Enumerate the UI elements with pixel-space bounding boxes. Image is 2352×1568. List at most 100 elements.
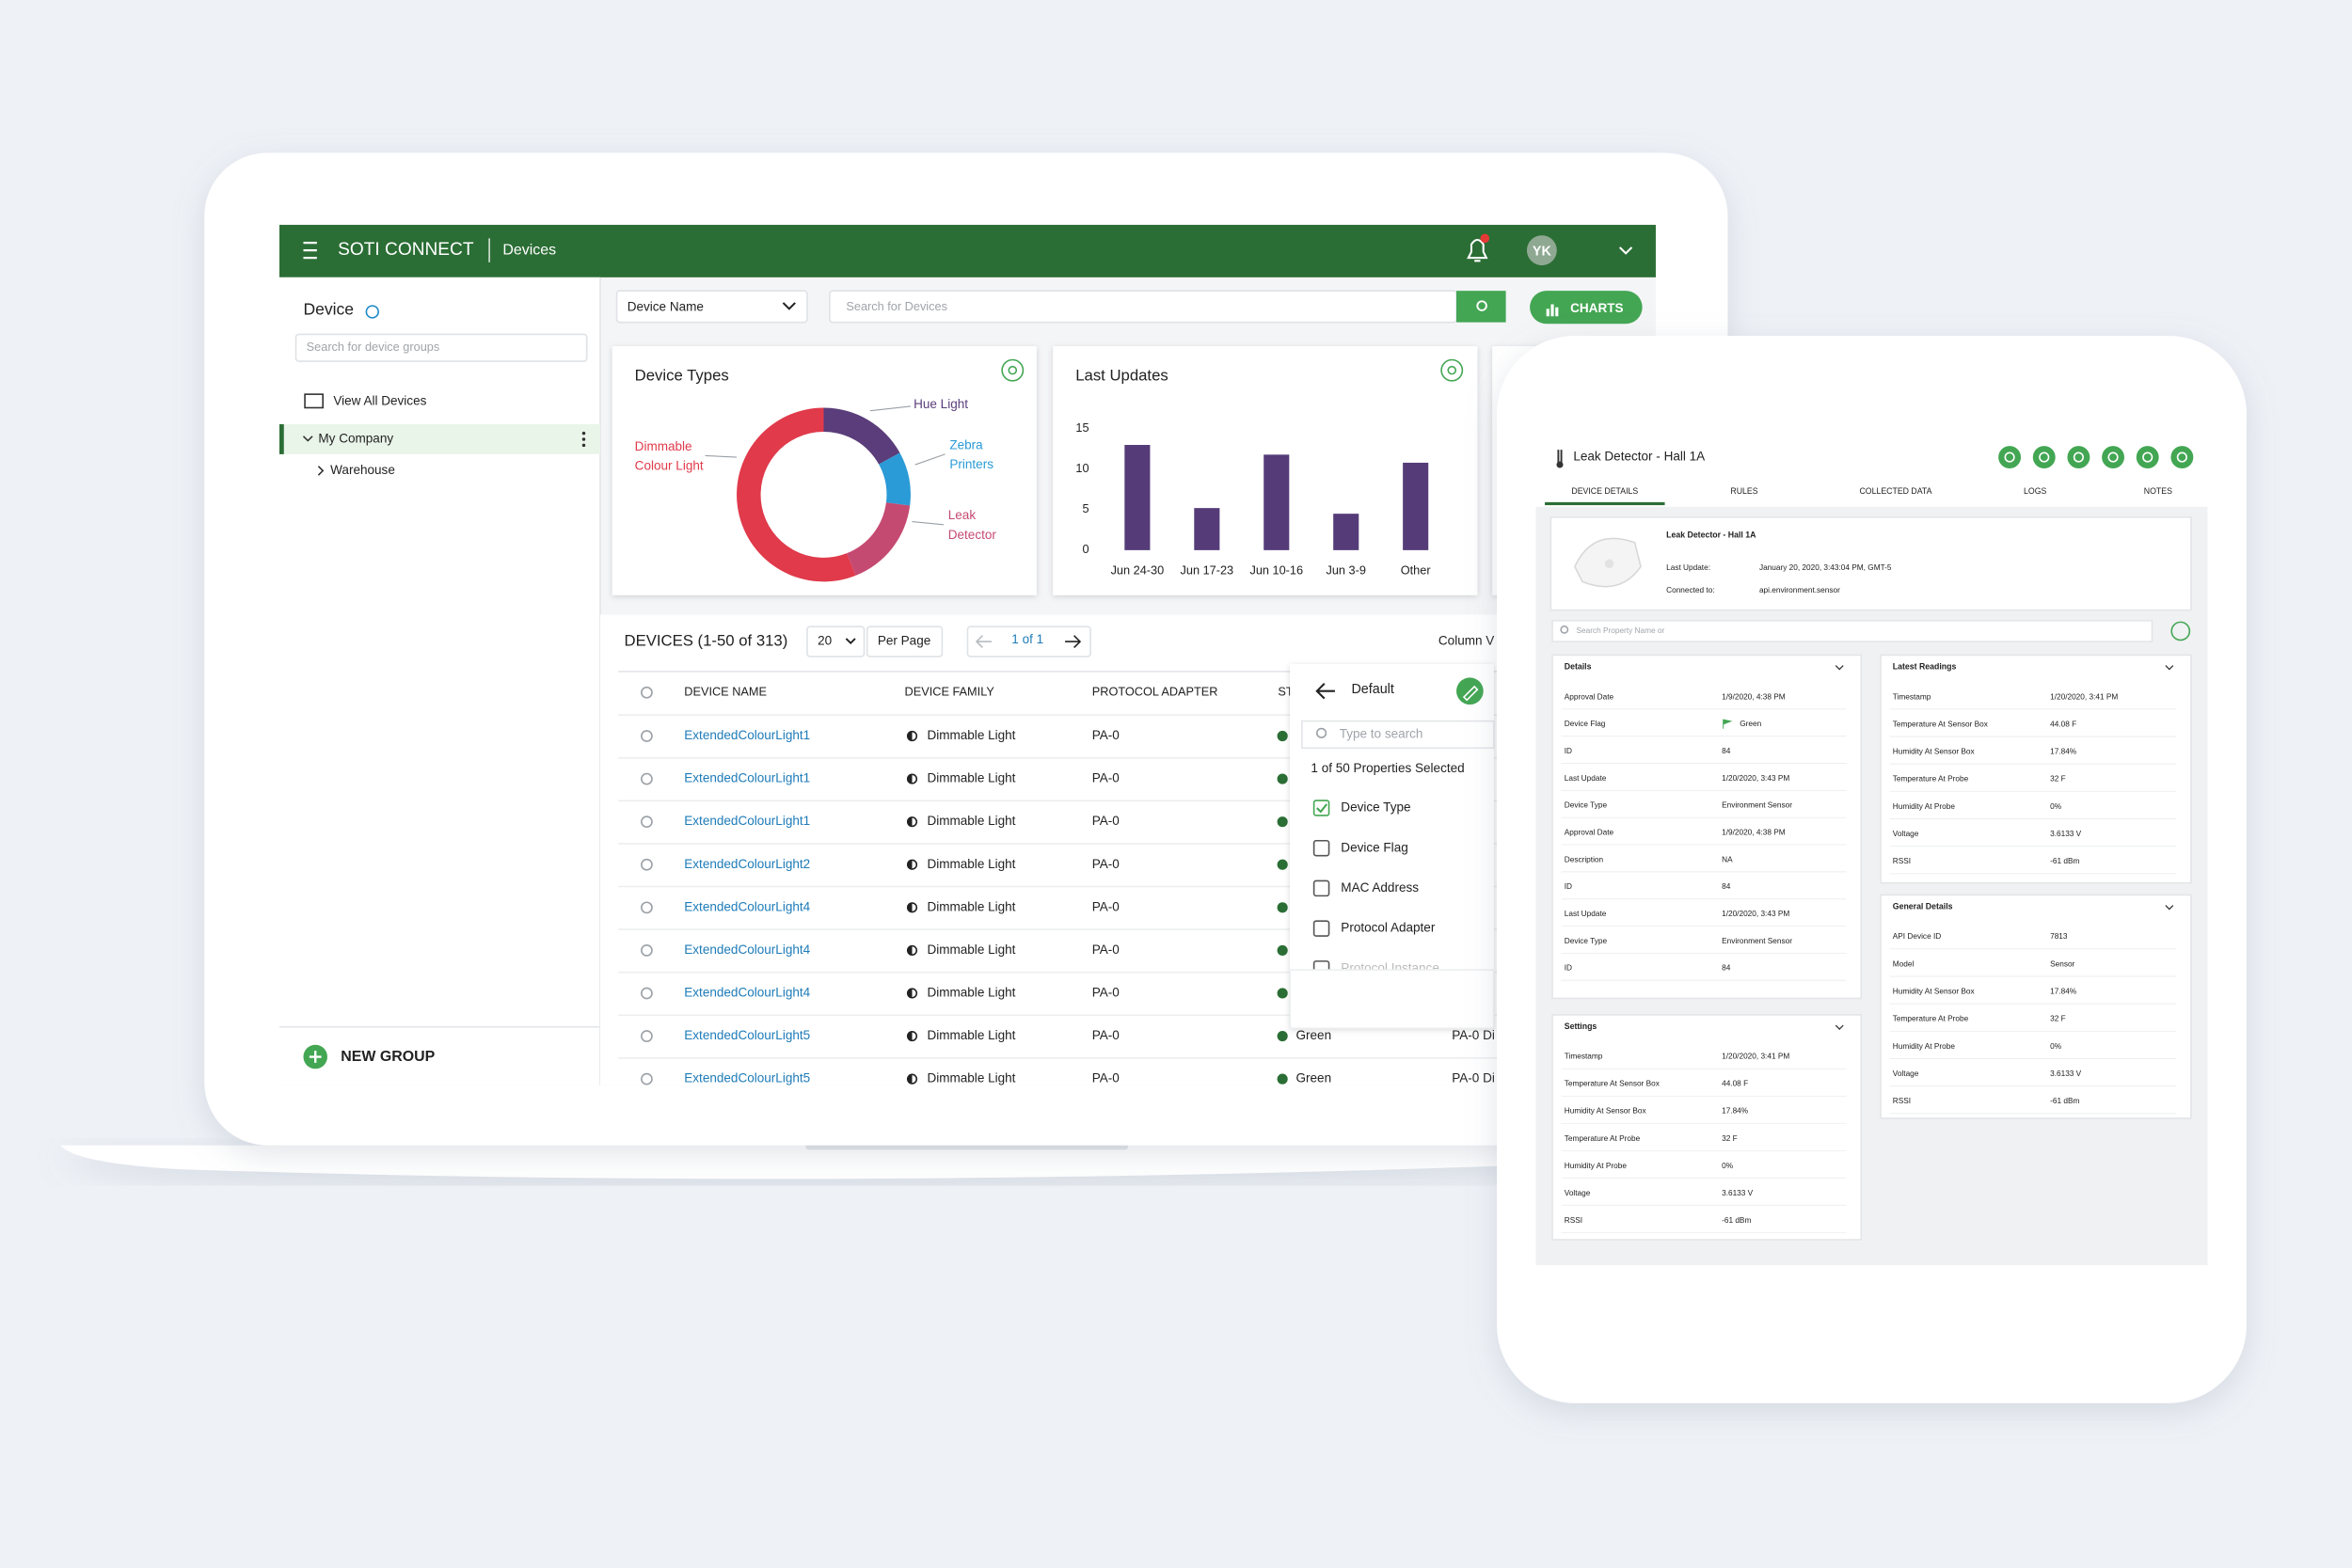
select-all[interactable] <box>641 686 653 699</box>
status-dot <box>1277 944 1288 956</box>
device-link[interactable]: ExtendedColourLight5 <box>684 1028 810 1042</box>
kebab-icon[interactable] <box>581 431 586 436</box>
chevron[interactable] <box>1835 1024 1844 1030</box>
tab[interactable]: NOTES <box>2144 486 2172 496</box>
laptop-base <box>60 1145 1725 1180</box>
checkbox[interactable] <box>1312 879 1330 897</box>
property-value: 17.84% <box>2050 988 2077 996</box>
back-arrow[interactable] <box>1315 682 1335 700</box>
action-button[interactable] <box>2032 446 2056 469</box>
column-view: Column V <box>1438 634 1494 648</box>
bell-icon[interactable] <box>1467 238 1488 262</box>
label: Dimmable Light <box>927 942 1015 957</box>
action-button[interactable] <box>2170 446 2194 469</box>
panel-title: Latest Readings <box>1893 662 1957 672</box>
property-value: 1/20/2020, 3:43 PM <box>1722 774 1789 783</box>
property-value: Environment Sensor <box>1722 801 1792 810</box>
x-tick-label: Jun 24-30 <box>1111 563 1165 578</box>
tab[interactable]: COLLECTED DATA <box>1859 486 1931 496</box>
device-link[interactable]: ExtendedColourLight2 <box>684 857 810 871</box>
y-tick-label: 15 <box>1075 420 1089 435</box>
label: Dimmable Light <box>927 857 1015 871</box>
new-group-button[interactable]: NEW GROUP <box>341 1049 435 1065</box>
search-toggle[interactable] <box>2170 621 2191 641</box>
column-header: DEVICE FAMILY <box>905 685 995 699</box>
chevron <box>302 436 313 442</box>
tree-item[interactable]: View All Devices <box>333 394 426 408</box>
popup-search[interactable] <box>1301 720 1495 750</box>
device-search[interactable] <box>829 290 1457 324</box>
row-select[interactable] <box>641 772 653 785</box>
action-glyph <box>2142 451 2153 463</box>
chevron[interactable] <box>2165 665 2174 671</box>
row-select[interactable] <box>641 858 653 871</box>
row-select[interactable] <box>641 816 653 829</box>
chevron[interactable] <box>2165 905 2174 911</box>
action-button[interactable] <box>1998 446 2022 469</box>
action-button[interactable] <box>2136 446 2159 469</box>
help-icon[interactable] <box>365 305 379 319</box>
tab[interactable]: RULES <box>1730 486 1757 496</box>
property-name: Device Type <box>1565 801 1608 810</box>
checkbox[interactable] <box>1312 839 1330 857</box>
check <box>1316 803 1327 814</box>
property-value: 17.84% <box>1722 1107 1749 1116</box>
property-name: Humidity At Sensor Box <box>1893 988 1976 996</box>
kebab-icon[interactable] <box>581 437 586 441</box>
device-link[interactable]: ExtendedColourLight1 <box>684 728 810 742</box>
property-value: 1/20/2020, 3:43 PM <box>1722 910 1789 918</box>
property-name: Model <box>1893 959 1915 968</box>
filter-dropdown[interactable] <box>615 290 808 324</box>
donut-segment <box>737 407 856 582</box>
label: Dimmable Light <box>927 899 1015 913</box>
chevron[interactable] <box>1618 246 1633 255</box>
next-arrow[interactable] <box>1065 635 1082 649</box>
property-name: Temperature At Probe <box>1565 1134 1641 1143</box>
label: PA-0 <box>1092 857 1120 871</box>
row-select[interactable] <box>641 944 653 957</box>
label: PA-0 <box>1092 814 1120 828</box>
status-dot <box>1277 773 1288 784</box>
row-select[interactable] <box>641 730 653 742</box>
kebab-icon[interactable] <box>581 443 586 448</box>
row-select[interactable] <box>641 1030 653 1042</box>
status-dot <box>1277 816 1288 828</box>
device-link[interactable]: ExtendedColourLight4 <box>684 899 810 913</box>
device-link[interactable]: ExtendedColourLight1 <box>684 814 810 828</box>
device-link[interactable]: ExtendedColourLight4 <box>684 942 810 957</box>
device-link[interactable]: ExtendedColourLight1 <box>684 771 810 785</box>
chevron[interactable] <box>1835 665 1844 671</box>
row-select[interactable] <box>641 1072 653 1085</box>
tab[interactable]: LOGS <box>2024 486 2046 496</box>
property-name: Device Type <box>1565 937 1608 945</box>
device-link[interactable]: ExtendedColourLight5 <box>684 1071 810 1085</box>
label: PA-0 <box>1092 771 1120 785</box>
avatar[interactable] <box>1526 235 1557 266</box>
property-value: Environment Sensor <box>1722 937 1792 945</box>
prev-arrow[interactable] <box>975 635 992 649</box>
placeholder: Search Property Name or <box>1577 626 1665 635</box>
tree-item[interactable]: Warehouse <box>330 463 395 477</box>
device-link[interactable]: ExtendedColourLight4 <box>684 986 810 1000</box>
search-button[interactable] <box>1456 291 1506 323</box>
row-select[interactable] <box>641 901 653 914</box>
checkbox[interactable] <box>1312 800 1330 816</box>
tree-item[interactable]: My Company <box>318 432 393 446</box>
action-button[interactable] <box>2102 446 2125 469</box>
checkbox[interactable] <box>1312 920 1330 937</box>
card-settings[interactable] <box>1001 358 1025 382</box>
label: Connected to: <box>1666 586 1714 594</box>
property-search[interactable] <box>1551 619 2153 642</box>
tab[interactable]: DEVICE DETAILS <box>1571 486 1638 496</box>
card-settings[interactable] <box>1440 358 1464 382</box>
label: Last Update: <box>1666 563 1710 572</box>
family-icon-half <box>907 1031 913 1041</box>
group-search[interactable] <box>294 333 588 362</box>
page-size[interactable] <box>806 626 866 657</box>
x-tick-label: Other <box>1401 563 1432 578</box>
action-button[interactable] <box>2067 446 2090 469</box>
property-value: 44.08 F <box>2050 720 2076 728</box>
row-select[interactable] <box>641 987 653 1000</box>
property-value: 3.6133 V <box>1722 1189 1754 1197</box>
